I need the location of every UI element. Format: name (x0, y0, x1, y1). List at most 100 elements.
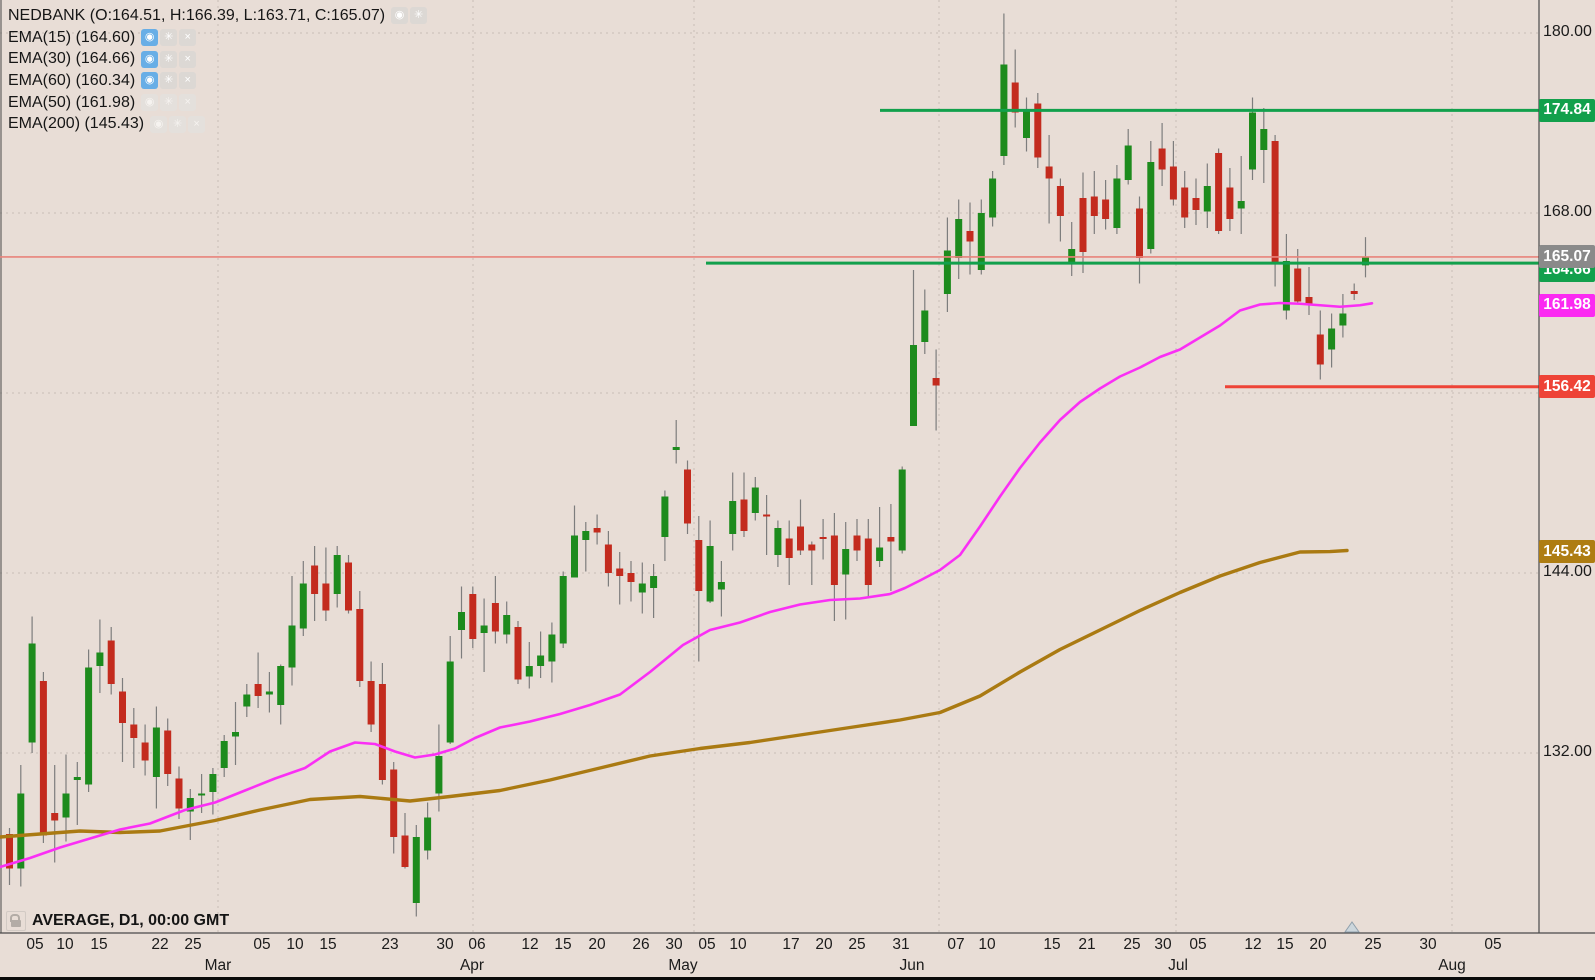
date-tick-label: 20 (815, 936, 833, 953)
candle (141, 742, 149, 761)
candle (548, 634, 556, 662)
legend: NEDBANK (O:164.51, H:166.39, L:163.71, C… (8, 5, 428, 135)
candle (1056, 186, 1064, 216)
date-tick-label: 17 (782, 936, 800, 953)
close-icon[interactable]: × (179, 94, 197, 112)
candle (1282, 261, 1290, 311)
date-tick-label: 15 (90, 936, 108, 953)
candle (537, 655, 545, 666)
candle (842, 549, 850, 575)
date-tick-label: 20 (588, 936, 606, 953)
eye-icon[interactable]: ◉ (391, 7, 409, 25)
price-badge: 165.07 (1539, 245, 1595, 269)
price-badge: 174.84 (1539, 98, 1595, 122)
candle (1045, 166, 1053, 179)
lock-icon[interactable] (6, 911, 26, 931)
date-tick-label: 20 (1309, 936, 1327, 953)
indicator-label: EMA(50) (161.98) (8, 93, 136, 111)
candle (51, 813, 59, 821)
candle (96, 652, 104, 666)
eye-icon[interactable]: ◉ (141, 72, 159, 90)
candle (28, 643, 36, 743)
price-axis-label: 168.00 (1543, 203, 1592, 220)
gear-icon[interactable]: ✳ (160, 94, 178, 112)
candle (514, 627, 522, 680)
candle (989, 178, 997, 218)
gear-icon[interactable]: ✳ (169, 115, 187, 133)
eye-icon[interactable]: ◉ (141, 29, 159, 47)
ema200-line (0, 548, 1349, 839)
legend-indicator-row[interactable]: EMA(50) (161.98) ◉ ✳ × (8, 92, 427, 114)
legend-indicator-row[interactable]: EMA(30) (164.66) ◉ ✳ × (8, 48, 427, 70)
eye-icon[interactable]: ◉ (150, 115, 168, 133)
date-tick-label: 05 (26, 936, 44, 953)
legend-indicator-row[interactable]: EMA(60) (160.34) ◉ ✳ × (8, 70, 427, 92)
candle (650, 576, 658, 588)
date-tick-label: 10 (56, 936, 74, 953)
date-tick-label: 05 (698, 936, 716, 953)
candle (288, 625, 296, 668)
eye-icon[interactable]: ◉ (141, 94, 159, 112)
candle (830, 535, 838, 585)
candle (1147, 162, 1155, 249)
gear-icon[interactable]: ✳ (160, 72, 178, 90)
price-axis-label: 144.00 (1543, 563, 1592, 580)
candle (1192, 198, 1200, 210)
candle (1090, 196, 1098, 216)
month-tick-label: Jun (899, 957, 925, 974)
date-tick-label: 30 (665, 936, 683, 953)
candle (152, 727, 160, 777)
candle (62, 793, 70, 818)
candle (1316, 334, 1324, 365)
legend-indicator-row[interactable]: EMA(15) (164.60) ◉ ✳ × (8, 27, 427, 49)
candle (503, 615, 511, 635)
scroll-marker-triangle-icon[interactable] (1344, 921, 1360, 933)
close-icon[interactable]: × (179, 29, 197, 47)
date-tick-label: 30 (1154, 936, 1172, 953)
gear-icon[interactable]: ✳ (160, 50, 178, 68)
month-tick-label: Jul (1168, 957, 1188, 974)
month-tick-label: May (668, 957, 698, 974)
candle (1034, 103, 1042, 158)
date-tick-label: 06 (468, 936, 486, 953)
candle (751, 487, 759, 513)
date-tick-label: 23 (381, 936, 399, 953)
candle (220, 741, 228, 768)
eye-icon[interactable]: ◉ (141, 50, 159, 68)
indicator-label: EMA(200) (145.43) (8, 115, 145, 133)
price-axis[interactable]: 180.00168.00156.00144.00132.00174.84164.… (1539, 0, 1595, 933)
candle (39, 681, 47, 836)
date-tick-label: 15 (319, 936, 337, 953)
month-tick-label: Aug (1438, 957, 1466, 974)
candle (593, 528, 601, 533)
date-tick-label: 30 (436, 936, 454, 953)
candle (378, 684, 386, 780)
chart-footer: AVERAGE, D1, 00:00 GMT (6, 911, 229, 931)
candle (932, 378, 940, 386)
date-tick-label: 10 (286, 936, 304, 953)
gear-icon[interactable]: ✳ (160, 29, 178, 47)
candle (17, 793, 25, 869)
candle (695, 540, 703, 591)
gear-icon[interactable]: ✳ (410, 7, 428, 25)
window-edge (0, 977, 1595, 980)
date-tick-label: 12 (1244, 936, 1262, 953)
close-icon[interactable]: × (179, 72, 197, 90)
candle (243, 694, 251, 707)
candle (333, 555, 341, 594)
candle (164, 730, 172, 774)
close-icon[interactable]: × (179, 50, 197, 68)
month-tick-label: Apr (459, 957, 485, 974)
candle (729, 501, 737, 534)
legend-indicator-row[interactable]: EMA(200) (145.43) ◉ ✳ × (8, 113, 427, 135)
candle (480, 625, 488, 633)
close-icon[interactable]: × (188, 115, 206, 133)
price-badge: 156.42 (1539, 375, 1595, 399)
candle (1023, 111, 1030, 138)
candle (943, 250, 951, 294)
time-axis[interactable]: 05 10 15 22 25 05 10 15 23 30 06 12 15 20 26 30 05 10 17 20… (0, 933, 1595, 977)
candle (819, 537, 827, 539)
candle (1237, 201, 1245, 209)
candle (119, 691, 126, 723)
